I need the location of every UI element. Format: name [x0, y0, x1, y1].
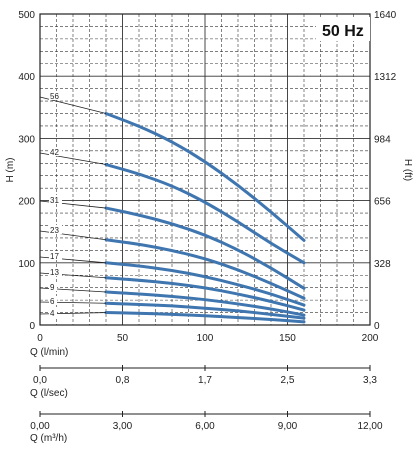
curve-9: [104, 290, 306, 317]
curve-label-bg-23: [49, 225, 62, 234]
secondary-tick-label: 3,3: [363, 375, 377, 386]
secondary-tick-label: 0,0: [33, 375, 47, 386]
curve-label-13: 13: [50, 268, 59, 277]
curve-label-bg-56: [49, 91, 62, 100]
plot-frame: [39, 13, 371, 326]
curve-label-9: 9: [50, 283, 55, 292]
y-tick-label-right: 1312: [374, 72, 397, 83]
curve-label-bg-4: [49, 308, 57, 317]
grid: [40, 14, 370, 325]
curve-31: [104, 206, 306, 290]
curve-label-56: 56: [50, 92, 59, 101]
y-tick-label-left: 400: [18, 72, 35, 83]
curve-label-4: 4: [50, 309, 55, 318]
secondary-tick-label: 12,00: [357, 421, 382, 432]
x-tick-label: 0: [37, 333, 43, 344]
y-tick-label-right: 1640: [374, 10, 397, 21]
curve-label-42: 42: [50, 148, 59, 157]
plot-border: [39, 13, 371, 326]
y-tick-label-left: 500: [18, 10, 35, 21]
curve-labels: 4 6 9 13 17 23 31 42 56: [39, 91, 107, 318]
y-axis-label-right: H (ft): [402, 159, 413, 181]
x-axis-label-m3h: Q (m³/h): [30, 433, 67, 444]
y-tick-label-right: 656: [374, 197, 391, 208]
curve-label-bg-9: [49, 282, 57, 291]
curve-label-23: 23: [50, 226, 59, 235]
chart-title: 50 Hz: [322, 23, 364, 40]
y-tick-label-left: 300: [18, 134, 35, 145]
x-axis-label-lsec: Q (l/sec): [30, 388, 68, 399]
y-tick-label-right: 328: [374, 259, 391, 270]
secondary-tick-label: 6,00: [195, 421, 215, 432]
curve-23: [104, 238, 306, 300]
curve-17: [104, 261, 306, 307]
curve-label-17: 17: [50, 252, 59, 261]
y-tick-label-left: 100: [18, 259, 35, 270]
secondary-tick-label: 3,00: [113, 421, 133, 432]
curves: [104, 112, 306, 324]
secondary-tick-label: 9,00: [278, 421, 298, 432]
x-tick-label: 100: [197, 333, 214, 344]
curve-56: [104, 112, 306, 242]
curve-4: [104, 311, 306, 324]
x-tick-label: 50: [117, 333, 129, 344]
tick-labels: 0 50 100 150 2000100200300400500032865698413…: [18, 10, 396, 432]
curve-label-bg-13: [49, 267, 62, 276]
x-tick-label: 150: [279, 333, 296, 344]
curve-42: [104, 163, 306, 265]
y-tick-label-right: 0: [374, 321, 380, 332]
title-backdrop: [316, 17, 370, 41]
y-axis-label-left: H (m): [5, 158, 16, 183]
y-tick-label-right: 984: [374, 134, 391, 145]
secondary-tick-label: 0,8: [116, 375, 130, 386]
curve-label-bg-31: [49, 195, 62, 204]
x-tick-label: 200: [362, 333, 379, 344]
secondary-tick-label: 2,5: [281, 375, 295, 386]
x-axis-label: Q (l/min): [30, 347, 68, 358]
curve-13: [104, 276, 306, 312]
curve-label-bg-17: [49, 251, 62, 260]
secondary-tick-label: 0,00: [30, 421, 50, 432]
curve-label-bg-6: [49, 296, 57, 305]
y-tick-label-left: 0: [29, 321, 35, 332]
curve-label-bg-42: [49, 147, 62, 156]
curve-label-6: 6: [50, 297, 55, 306]
curve-label-31: 31: [50, 196, 59, 205]
secondary-tick-label: 1,7: [198, 375, 212, 386]
y-tick-label-left: 200: [18, 197, 35, 208]
curve-6: [104, 301, 306, 320]
